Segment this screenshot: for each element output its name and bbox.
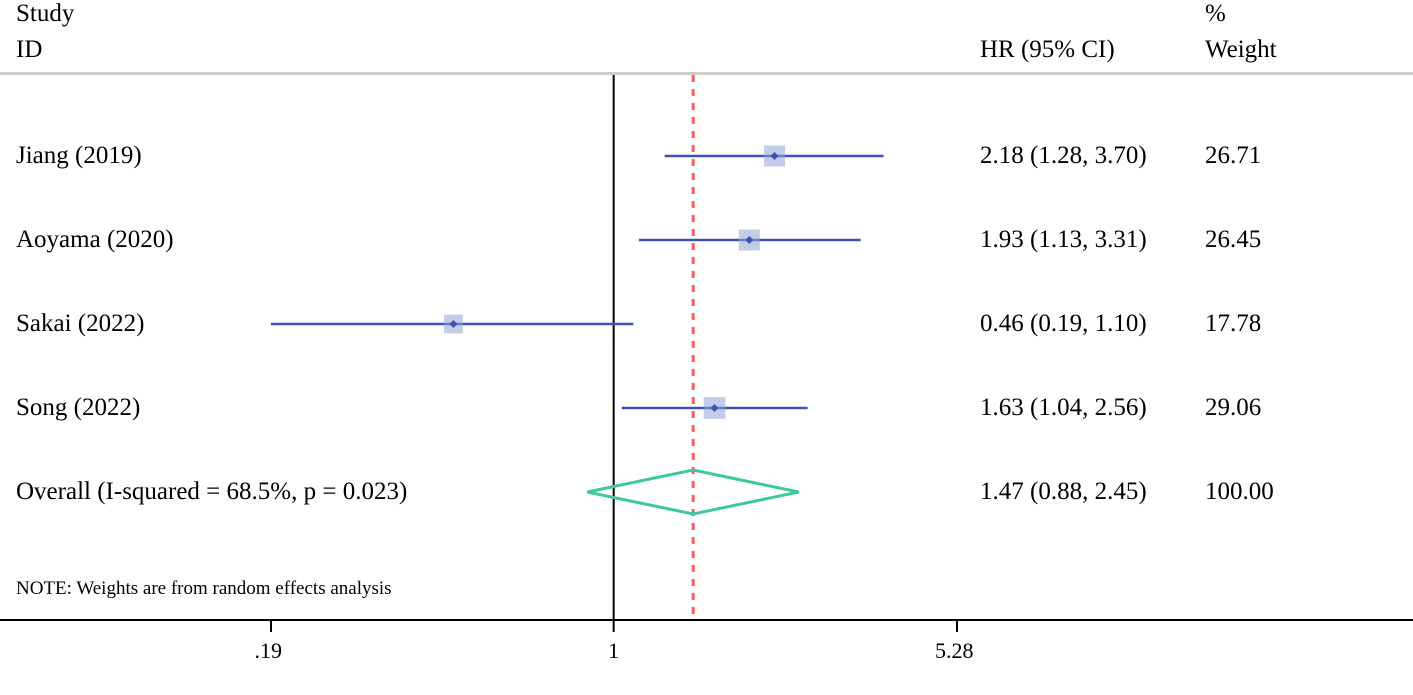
study-weight: 17.78 xyxy=(1205,310,1261,338)
study-label: Aoyama (2020) xyxy=(16,226,174,254)
study-hr: 1.63 (1.04, 2.56) xyxy=(980,394,1147,422)
overall-weight: 100.00 xyxy=(1205,478,1274,506)
overall-label: Overall (I-squared = 68.5%, p = 0.023) xyxy=(16,478,407,506)
header-weight-line2: Weight xyxy=(1205,36,1277,64)
study-hr: 0.46 (0.19, 1.10) xyxy=(980,310,1147,338)
axis-tick-label: 5.28 xyxy=(935,638,974,664)
study-weight: 29.06 xyxy=(1205,394,1261,422)
study-hr: 1.93 (1.13, 3.31) xyxy=(980,226,1147,254)
header-study-line1: Study xyxy=(16,0,74,28)
header-study-line2: ID xyxy=(16,36,42,64)
study-label: Song (2022) xyxy=(16,394,140,422)
study-label: Sakai (2022) xyxy=(16,310,144,338)
overall-hr: 1.47 (0.88, 2.45) xyxy=(980,478,1147,506)
header-hr: HR (95% CI) xyxy=(980,36,1115,64)
study-weight: 26.71 xyxy=(1205,142,1261,170)
header-divider xyxy=(0,72,1413,75)
header-weight-line1: % xyxy=(1205,0,1226,28)
study-weight: 26.45 xyxy=(1205,226,1261,254)
footnote: NOTE: Weights are from random effects an… xyxy=(16,578,392,600)
axis-tick-label: 1 xyxy=(608,638,619,664)
axis-tick-label: .19 xyxy=(255,638,283,664)
study-hr: 2.18 (1.28, 3.70) xyxy=(980,142,1147,170)
study-label: Jiang (2019) xyxy=(16,142,142,170)
